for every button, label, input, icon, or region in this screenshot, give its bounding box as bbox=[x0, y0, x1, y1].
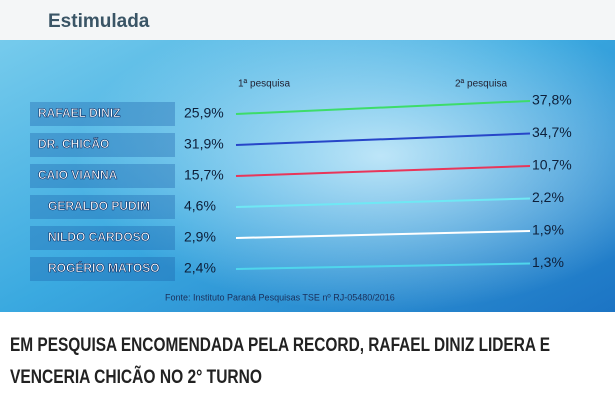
source-note: Fonte: Instituto Paraná Pesquisas TSE nº… bbox=[165, 292, 395, 302]
title-band bbox=[0, 0, 615, 40]
column-header: 1ª pesquisa bbox=[238, 79, 291, 90]
name-plate bbox=[30, 257, 175, 281]
chart-title: Estimulada bbox=[48, 11, 150, 32]
value-label: 2,9% bbox=[184, 229, 216, 245]
column-header: 2ª pesquisa bbox=[455, 79, 508, 90]
legend-name: DR. CHICÃO bbox=[38, 136, 109, 151]
value-label: 2,2% bbox=[532, 189, 564, 205]
legend-name: GERALDO PUDIM bbox=[48, 199, 150, 213]
slope-line bbox=[235, 100, 531, 115]
legend-name: RAFAEL DINIZ bbox=[38, 106, 120, 120]
rows: RAFAEL DINIZ 25,9% 37,8% DR. CHICÃO 31,9% 34,… bbox=[30, 92, 572, 281]
name-plate bbox=[30, 102, 175, 126]
name-plate bbox=[30, 164, 175, 188]
value-label: 1,3% bbox=[532, 254, 564, 270]
legend-name: NILDO CARDOSO bbox=[48, 230, 150, 244]
value-label: 34,7% bbox=[532, 124, 572, 140]
slope-line bbox=[235, 197, 531, 208]
headline: VENCERIA CHICÃO NO 2° TURNO bbox=[10, 366, 262, 388]
slope-line bbox=[235, 230, 531, 239]
slope-line bbox=[235, 132, 531, 146]
slope-line bbox=[235, 165, 531, 177]
value-label: 31,9% bbox=[184, 136, 224, 152]
legend-name: ROGÉRIO MATOSO bbox=[48, 260, 160, 275]
graphic-glow bbox=[0, 0, 615, 312]
value-label: 1,9% bbox=[532, 222, 564, 238]
value-label: 15,7% bbox=[184, 167, 224, 183]
name-plate bbox=[30, 133, 175, 157]
legend-name: CAIO VIANNA bbox=[38, 168, 118, 182]
value-label: 37,8% bbox=[532, 92, 572, 108]
value-label: 25,9% bbox=[184, 105, 224, 121]
value-label: 10,7% bbox=[532, 157, 572, 173]
value-label: 4,6% bbox=[184, 198, 216, 214]
slope-line bbox=[235, 262, 531, 270]
name-plate bbox=[30, 226, 175, 250]
headline: EM PESQUISA ENCOMENDADA PELA RECORD, RAF… bbox=[10, 335, 550, 356]
value-label: 2,4% bbox=[184, 260, 216, 276]
name-plate bbox=[30, 195, 175, 219]
